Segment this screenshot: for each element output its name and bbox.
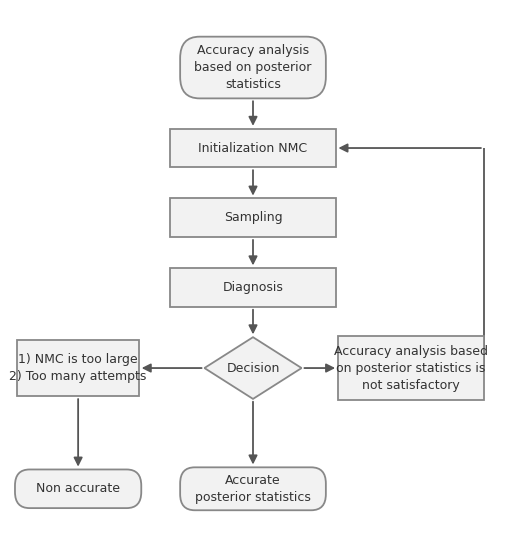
Text: Decision: Decision — [226, 362, 279, 375]
FancyBboxPatch shape — [170, 129, 335, 167]
FancyBboxPatch shape — [170, 198, 335, 237]
FancyBboxPatch shape — [15, 470, 141, 508]
FancyBboxPatch shape — [180, 37, 325, 98]
FancyBboxPatch shape — [170, 268, 335, 307]
Text: Sampling: Sampling — [223, 211, 282, 224]
Text: 1) NMC is too large
2) Too many attempts: 1) NMC is too large 2) Too many attempts — [10, 353, 146, 383]
FancyBboxPatch shape — [17, 340, 138, 396]
Text: Accurate
posterior statistics: Accurate posterior statistics — [194, 474, 311, 504]
Polygon shape — [204, 337, 301, 399]
Text: Non accurate: Non accurate — [36, 482, 120, 495]
Text: Accuracy analysis
based on posterior
statistics: Accuracy analysis based on posterior sta… — [194, 44, 311, 91]
FancyBboxPatch shape — [337, 336, 483, 400]
FancyBboxPatch shape — [180, 467, 325, 510]
Text: Accuracy analysis based
on posterior statistics is
not satisfactory: Accuracy analysis based on posterior sta… — [333, 344, 487, 391]
Text: Diagnosis: Diagnosis — [222, 281, 283, 294]
Text: Initialization NMC: Initialization NMC — [198, 141, 307, 154]
